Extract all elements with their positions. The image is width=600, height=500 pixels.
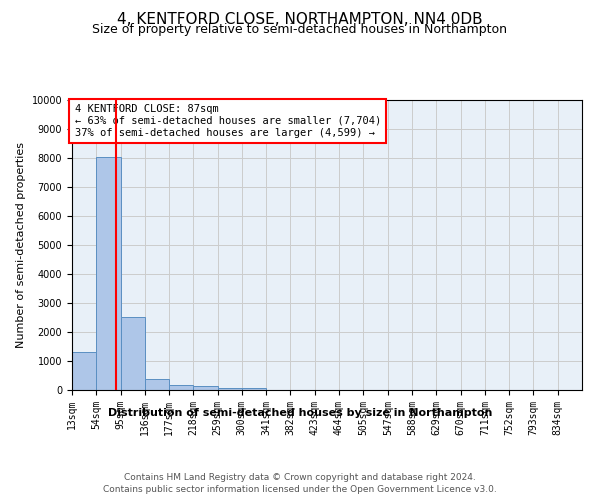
Bar [72, 352, 96, 390]
Bar [218, 388, 242, 390]
Y-axis label: Number of semi-detached properties: Number of semi-detached properties [16, 142, 26, 348]
Bar [242, 388, 266, 390]
Text: Contains public sector information licensed under the Open Government Licence v3: Contains public sector information licen… [103, 485, 497, 494]
Bar [145, 378, 169, 390]
Text: Contains HM Land Registry data © Crown copyright and database right 2024.: Contains HM Land Registry data © Crown c… [124, 472, 476, 482]
Text: 4, KENTFORD CLOSE, NORTHAMPTON, NN4 0DB: 4, KENTFORD CLOSE, NORTHAMPTON, NN4 0DB [117, 12, 483, 28]
Bar [193, 386, 218, 390]
Text: Distribution of semi-detached houses by size in Northampton: Distribution of semi-detached houses by … [108, 408, 492, 418]
Bar [169, 385, 193, 390]
Bar [96, 158, 121, 390]
Text: Size of property relative to semi-detached houses in Northampton: Size of property relative to semi-detach… [92, 22, 508, 36]
Text: 4 KENTFORD CLOSE: 87sqm
← 63% of semi-detached houses are smaller (7,704)
37% of: 4 KENTFORD CLOSE: 87sqm ← 63% of semi-de… [74, 104, 381, 138]
Bar [121, 317, 145, 390]
